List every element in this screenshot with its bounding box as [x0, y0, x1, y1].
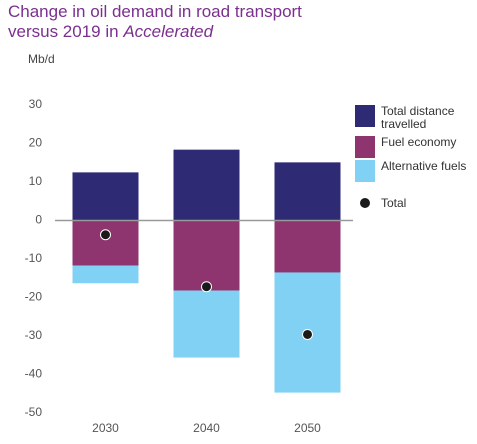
total-marker [201, 281, 212, 293]
chart-title: Change in oil demand in road transport v… [8, 2, 302, 41]
legend-item: Total distance travelled [355, 105, 473, 131]
y-tick-label: -30 [25, 328, 43, 342]
legend-label: Total distance travelled [381, 104, 455, 131]
legend-swatch [355, 160, 375, 182]
y-tick-label: 30 [29, 97, 43, 111]
y-tick-label: -20 [25, 290, 43, 304]
x-tick-label: 2050 [294, 421, 321, 435]
x-tick-label: 2030 [92, 421, 119, 435]
y-tick-label: -50 [25, 405, 43, 419]
x-tick-label: 2040 [193, 421, 220, 435]
bar-segment [274, 220, 341, 273]
legend-label: Total [381, 196, 407, 210]
bar-segment [72, 265, 139, 284]
bar-segment [173, 220, 240, 291]
y-tick-label: 20 [29, 136, 43, 150]
chart-title-emphasis: Accelerated [123, 22, 214, 41]
bar-segment [274, 162, 341, 221]
y-tick-label: 10 [29, 174, 43, 188]
y-axis-unit: Mb/d [28, 52, 55, 66]
total-marker [302, 328, 313, 340]
chart-title-block: Change in oil demand in road transport v… [8, 2, 338, 42]
y-tick-label: -10 [25, 251, 43, 265]
legend-item: Fuel economy [355, 136, 473, 158]
legend-label: Alternative fuels [381, 159, 467, 173]
total-marker [100, 229, 111, 241]
bar-segment [72, 172, 139, 221]
y-tick-label: 0 [35, 213, 42, 227]
bar-segment [173, 149, 240, 221]
legend-swatch [355, 105, 375, 127]
bar-segment [173, 290, 240, 358]
legend-dot [360, 198, 370, 208]
legend-item: Alternative fuels [355, 160, 473, 182]
bar-segment [72, 220, 139, 266]
y-tick-label: -40 [25, 367, 43, 381]
legend-swatch [355, 136, 375, 158]
legend-label: Fuel economy [381, 135, 457, 149]
legend-item: Total [355, 197, 473, 210]
